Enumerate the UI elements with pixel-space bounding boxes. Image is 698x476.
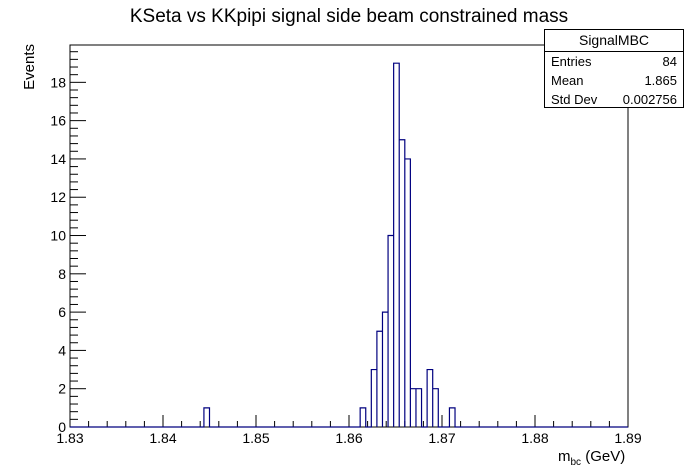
histogram-bin (427, 370, 433, 427)
y-tick-label: 16 (50, 113, 66, 129)
histogram-bin (377, 331, 383, 427)
histogram-line (70, 62, 628, 428)
x-tick-label: 1.85 (242, 430, 269, 446)
histogram-bin (433, 389, 439, 427)
stats-box-title: SignalMBC (545, 30, 683, 52)
y-tick-label: 10 (50, 228, 66, 244)
y-tick-label: 8 (58, 266, 66, 282)
histogram-bin (204, 408, 210, 427)
y-tick-label: 4 (58, 342, 66, 358)
histogram-bin (416, 389, 422, 427)
x-tick-label: 1.87 (428, 430, 455, 446)
x-tick-label: 1.86 (335, 430, 362, 446)
chart-title: KSeta vs KKpipi signal side beam constra… (129, 6, 569, 27)
x-tick-label: 1.88 (521, 430, 548, 446)
stats-stddev-label: Std Dev (551, 92, 598, 107)
y-tick-label: 14 (50, 151, 66, 167)
axes (69, 44, 629, 428)
stats-row-mean: Mean 1.865 (545, 71, 683, 90)
y-tick-label: 18 (50, 74, 66, 90)
stats-mean-label: Mean (551, 73, 584, 88)
histogram-bin (449, 408, 455, 427)
y-tick-label: 6 (58, 304, 66, 320)
histogram-bin (360, 408, 366, 427)
stats-mean-value: 1.865 (644, 73, 677, 88)
stats-row-stddev: Std Dev 0.002756 (545, 90, 683, 109)
tick-labels: 1.83 1.84 1.85 1.86 1.87 1.88 1.89 0 2 4 6 8 10 12 14 1… (50, 74, 641, 446)
x-tick-label: 1.83 (56, 430, 83, 446)
stats-entries-value: 84 (662, 54, 677, 69)
histogram-series (70, 62, 628, 428)
y-tick-label: 0 (58, 419, 66, 435)
stats-box: SignalMBC Entries 84 Mean 1.865 Std Dev … (544, 29, 684, 108)
y-axis-label: Events (21, 44, 38, 90)
histogram-bin (399, 140, 405, 427)
stats-stddev-value: 0.002756 (622, 92, 677, 107)
x-tick-label: 1.89 (614, 430, 641, 446)
histogram-bin (394, 63, 400, 427)
stats-row-entries: Entries 84 (545, 52, 683, 71)
y-tick-label: 12 (50, 189, 66, 205)
histogram-bin (371, 370, 377, 427)
histogram-bin (382, 312, 388, 427)
histogram-bin (405, 159, 411, 427)
stats-entries-label: Entries (551, 54, 592, 69)
histogram-bin (410, 389, 416, 427)
x-tick-label: 1.84 (149, 430, 176, 446)
y-tick-label: 2 (58, 381, 66, 397)
histogram-bin (388, 236, 394, 427)
x-axis-label: mbc (GeV) (558, 448, 625, 468)
